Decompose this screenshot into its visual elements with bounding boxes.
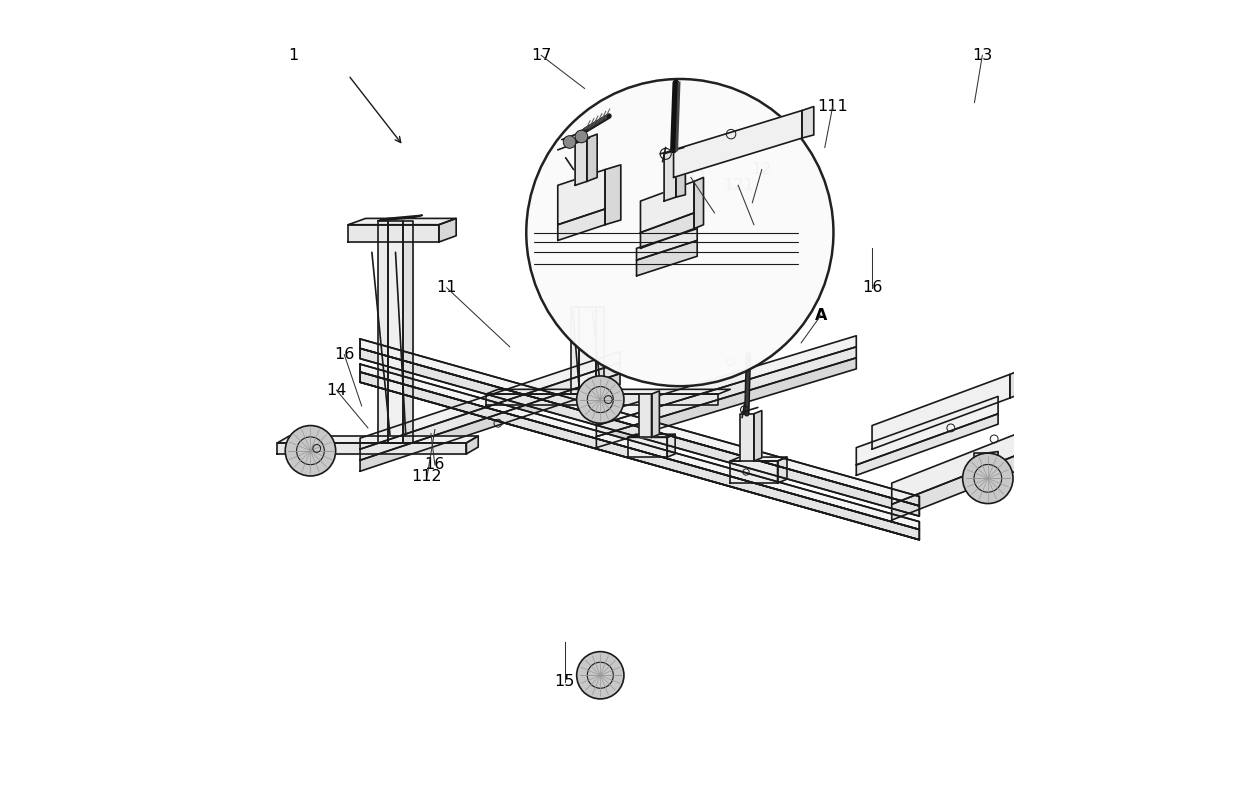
Polygon shape: [360, 364, 919, 529]
Polygon shape: [572, 307, 579, 394]
Polygon shape: [388, 220, 403, 443]
Text: 16: 16: [334, 347, 355, 362]
Polygon shape: [587, 135, 598, 181]
Polygon shape: [360, 339, 919, 506]
Polygon shape: [627, 437, 667, 457]
Polygon shape: [730, 457, 787, 461]
Polygon shape: [360, 339, 919, 506]
Polygon shape: [676, 147, 686, 197]
Polygon shape: [872, 374, 1009, 449]
Polygon shape: [486, 389, 730, 394]
Polygon shape: [348, 224, 439, 242]
Polygon shape: [360, 364, 919, 529]
Text: 122: 122: [676, 170, 706, 185]
Polygon shape: [486, 394, 718, 405]
Polygon shape: [665, 150, 676, 201]
Polygon shape: [651, 391, 660, 437]
Polygon shape: [892, 455, 1018, 520]
Polygon shape: [278, 443, 466, 454]
Polygon shape: [694, 178, 703, 228]
Text: 17: 17: [531, 48, 552, 63]
Polygon shape: [558, 170, 605, 224]
Polygon shape: [439, 218, 456, 242]
Polygon shape: [360, 373, 620, 471]
Polygon shape: [360, 372, 919, 540]
Polygon shape: [975, 453, 986, 499]
Polygon shape: [596, 307, 604, 394]
Polygon shape: [667, 435, 675, 457]
Polygon shape: [802, 107, 813, 138]
Polygon shape: [378, 215, 423, 220]
Polygon shape: [348, 218, 456, 224]
Polygon shape: [579, 307, 596, 394]
Circle shape: [575, 131, 588, 142]
Text: 1: 1: [288, 48, 299, 63]
Circle shape: [526, 79, 833, 386]
Circle shape: [577, 652, 624, 699]
Text: 121: 121: [723, 178, 754, 193]
Polygon shape: [596, 358, 857, 447]
Polygon shape: [673, 111, 802, 178]
Circle shape: [962, 453, 1013, 504]
Polygon shape: [636, 240, 697, 276]
Polygon shape: [605, 165, 621, 224]
Polygon shape: [596, 347, 857, 436]
Text: 12: 12: [751, 162, 773, 177]
Polygon shape: [641, 181, 694, 232]
Polygon shape: [378, 220, 388, 443]
Polygon shape: [360, 372, 919, 540]
Polygon shape: [360, 362, 620, 460]
Text: 112: 112: [412, 470, 443, 484]
Polygon shape: [575, 138, 587, 185]
Circle shape: [563, 135, 575, 148]
Polygon shape: [986, 451, 998, 499]
Polygon shape: [596, 336, 857, 426]
Polygon shape: [639, 394, 651, 437]
Polygon shape: [627, 435, 675, 437]
Polygon shape: [857, 414, 998, 475]
Polygon shape: [636, 228, 697, 260]
Circle shape: [285, 426, 336, 476]
Text: 15: 15: [554, 674, 575, 689]
Polygon shape: [641, 213, 694, 248]
Text: 16: 16: [862, 280, 882, 295]
Polygon shape: [754, 411, 761, 461]
Polygon shape: [360, 349, 919, 516]
Polygon shape: [403, 220, 413, 443]
Polygon shape: [740, 414, 754, 461]
Text: 11: 11: [436, 280, 458, 295]
Polygon shape: [558, 209, 605, 240]
Text: A: A: [815, 308, 827, 323]
Polygon shape: [360, 349, 919, 516]
Polygon shape: [730, 461, 777, 483]
Text: 14: 14: [326, 383, 347, 398]
Polygon shape: [777, 457, 787, 483]
Text: 111: 111: [817, 99, 848, 114]
Text: 13: 13: [972, 48, 992, 63]
Polygon shape: [278, 436, 479, 443]
Polygon shape: [857, 396, 998, 465]
Polygon shape: [466, 436, 479, 454]
Polygon shape: [360, 352, 620, 449]
Polygon shape: [1009, 371, 1018, 398]
Polygon shape: [892, 434, 1018, 505]
Circle shape: [577, 376, 624, 423]
Text: 16: 16: [425, 458, 445, 473]
